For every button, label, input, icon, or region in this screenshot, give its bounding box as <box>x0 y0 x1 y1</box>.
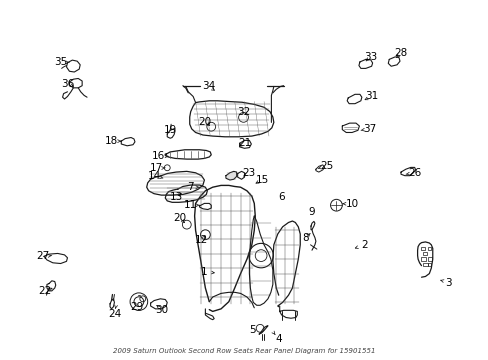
Text: 14: 14 <box>147 171 161 181</box>
Text: 12: 12 <box>194 235 208 246</box>
Text: 36: 36 <box>61 79 74 89</box>
Text: 5: 5 <box>248 325 255 336</box>
Text: 3: 3 <box>445 278 451 288</box>
Text: 21: 21 <box>237 138 251 148</box>
Text: 9: 9 <box>308 207 315 217</box>
Bar <box>422 263 427 266</box>
Text: 28: 28 <box>393 48 407 58</box>
Text: 2: 2 <box>360 240 367 250</box>
Text: 37: 37 <box>362 124 376 134</box>
Text: 11: 11 <box>183 200 197 210</box>
Text: 4: 4 <box>275 334 282 344</box>
Text: 2009 Saturn Outlook Second Row Seats Rear Panel Diagram for 15901551: 2009 Saturn Outlook Second Row Seats Rea… <box>113 348 375 354</box>
Text: 6: 6 <box>278 192 285 202</box>
Text: 18: 18 <box>104 136 118 146</box>
Text: 17: 17 <box>149 163 163 174</box>
Text: 31: 31 <box>364 91 378 102</box>
Text: 26: 26 <box>407 168 421 178</box>
Text: 24: 24 <box>107 309 121 319</box>
Text: 8: 8 <box>302 233 308 243</box>
Text: 19: 19 <box>163 125 177 135</box>
Bar <box>427 263 430 266</box>
Bar <box>420 257 426 261</box>
Text: 25: 25 <box>319 161 333 171</box>
Bar <box>420 247 425 250</box>
Text: 33: 33 <box>363 52 377 62</box>
Text: 23: 23 <box>241 168 255 178</box>
Text: 20: 20 <box>198 117 210 127</box>
Text: 15: 15 <box>255 175 268 185</box>
Text: 1: 1 <box>201 267 207 277</box>
Bar <box>427 257 431 261</box>
Text: 27: 27 <box>36 251 50 261</box>
Bar <box>427 247 430 250</box>
Text: 35: 35 <box>54 57 67 67</box>
Text: 20: 20 <box>173 213 186 223</box>
Text: 22: 22 <box>38 286 52 296</box>
Text: 32: 32 <box>236 107 250 117</box>
Text: 30: 30 <box>155 305 167 315</box>
Text: 29: 29 <box>130 302 143 312</box>
Text: 16: 16 <box>152 151 165 161</box>
Text: 10: 10 <box>345 199 358 209</box>
Text: 7: 7 <box>187 182 194 192</box>
Text: 34: 34 <box>201 81 215 91</box>
Text: 13: 13 <box>169 192 183 202</box>
Bar <box>422 252 426 255</box>
